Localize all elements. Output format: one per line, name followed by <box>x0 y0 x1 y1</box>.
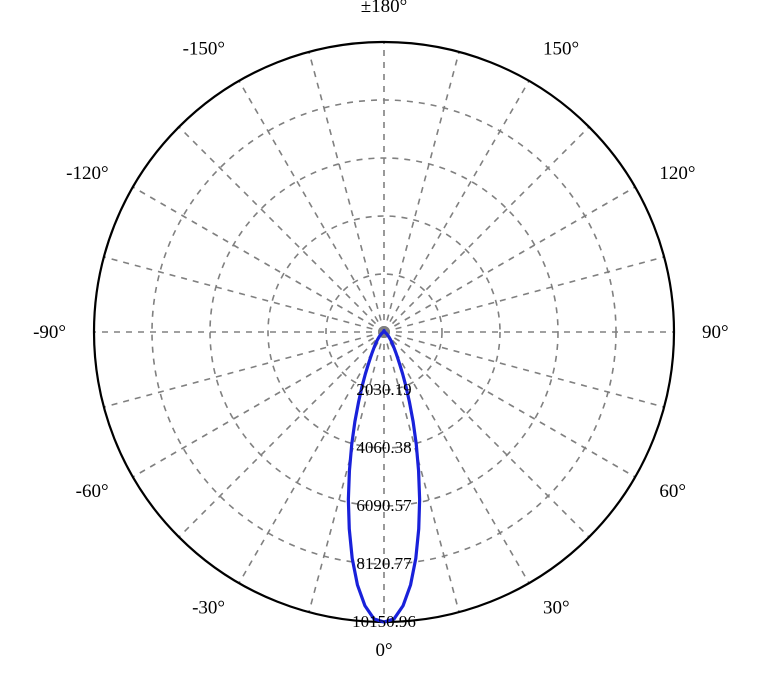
radial-tick-label: 8120.77 <box>356 554 412 573</box>
angle-tick-label: -60° <box>76 481 109 502</box>
angle-tick-label: 0° <box>375 640 392 661</box>
chart-background <box>0 0 763 699</box>
angle-tick-label: -120° <box>66 163 108 184</box>
angle-tick-label: -90° <box>33 322 66 343</box>
angle-tick-label: 90° <box>702 322 729 343</box>
radial-tick-label: 4060.38 <box>356 438 411 457</box>
radial-tick-label: 6090.57 <box>356 496 412 515</box>
angle-tick-label: 60° <box>659 481 686 502</box>
angle-tick-label: 30° <box>543 597 570 618</box>
radial-tick-label: 10150.96 <box>352 612 416 631</box>
angle-tick-label: 150° <box>543 39 579 60</box>
angle-tick-label: 120° <box>659 163 695 184</box>
angle-tick-label: -150° <box>183 39 225 60</box>
angle-tick-label: ±180° <box>361 0 408 17</box>
angle-tick-label: -30° <box>192 597 225 618</box>
radial-tick-label: 2030.19 <box>356 380 411 399</box>
polar-chart: 2030.19 4060.38 6090.57 8120.77 10150.96 0° 30… <box>0 0 763 699</box>
